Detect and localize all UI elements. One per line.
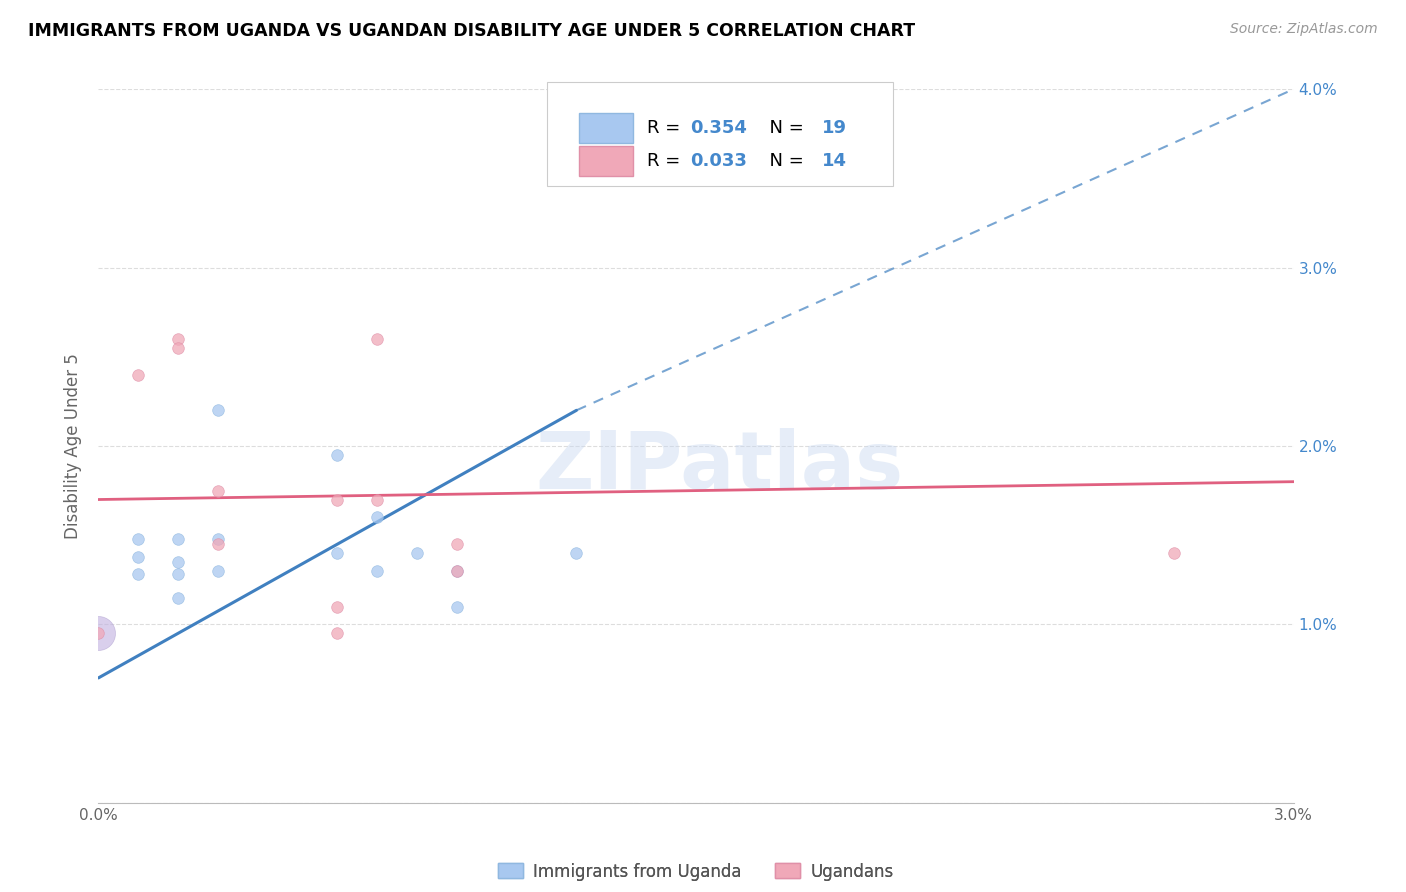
Text: 19: 19 xyxy=(821,119,846,137)
Point xyxy=(565,546,588,560)
Point xyxy=(406,546,429,560)
Text: 14: 14 xyxy=(821,152,846,169)
Point xyxy=(207,483,229,498)
Legend: Immigrants from Uganda, Ugandans: Immigrants from Uganda, Ugandans xyxy=(492,856,900,888)
Text: N =: N = xyxy=(758,119,810,137)
Text: 0.033: 0.033 xyxy=(690,152,747,169)
Text: R =: R = xyxy=(647,152,686,169)
Point xyxy=(87,626,110,640)
Point xyxy=(446,564,468,578)
Text: R =: R = xyxy=(647,119,686,137)
Point xyxy=(167,341,190,355)
Point xyxy=(326,626,349,640)
Point xyxy=(326,599,349,614)
Point xyxy=(326,546,349,560)
Point xyxy=(167,555,190,569)
Point xyxy=(167,332,190,346)
Text: Source: ZipAtlas.com: Source: ZipAtlas.com xyxy=(1230,22,1378,37)
Point xyxy=(605,136,627,150)
Point xyxy=(366,492,388,507)
Point xyxy=(127,532,149,546)
Point xyxy=(167,567,190,582)
Point xyxy=(326,492,349,507)
Text: ZIPatlas: ZIPatlas xyxy=(536,428,904,507)
Y-axis label: Disability Age Under 5: Disability Age Under 5 xyxy=(65,353,83,539)
FancyBboxPatch shape xyxy=(547,82,893,186)
Point xyxy=(127,368,149,382)
Text: IMMIGRANTS FROM UGANDA VS UGANDAN DISABILITY AGE UNDER 5 CORRELATION CHART: IMMIGRANTS FROM UGANDA VS UGANDAN DISABI… xyxy=(28,22,915,40)
Point xyxy=(127,549,149,564)
Point xyxy=(167,532,190,546)
Point xyxy=(207,537,229,551)
Point xyxy=(326,448,349,462)
Point xyxy=(366,564,388,578)
Point xyxy=(127,567,149,582)
Point xyxy=(167,591,190,605)
Point xyxy=(207,532,229,546)
Point xyxy=(1163,546,1185,560)
Point xyxy=(87,626,110,640)
Point xyxy=(207,403,229,417)
Point xyxy=(446,564,468,578)
Point xyxy=(446,599,468,614)
Point xyxy=(207,564,229,578)
Point xyxy=(446,537,468,551)
Point xyxy=(366,510,388,524)
Text: 0.354: 0.354 xyxy=(690,119,747,137)
Point xyxy=(366,332,388,346)
Text: N =: N = xyxy=(758,152,810,169)
